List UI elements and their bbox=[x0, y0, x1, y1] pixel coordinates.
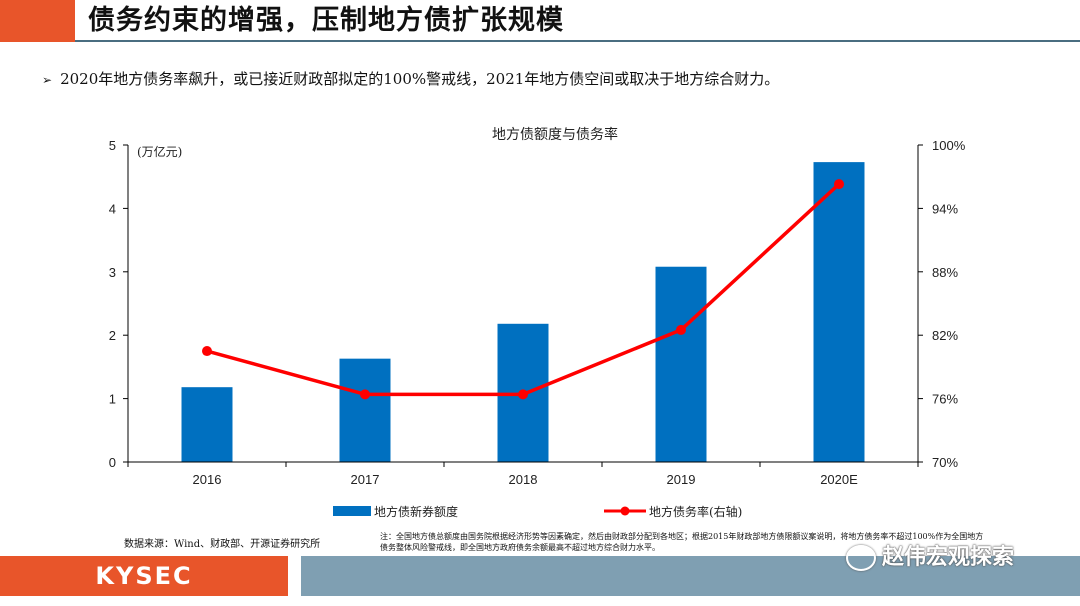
kysec-logo: KYSEC bbox=[95, 562, 193, 590]
footnote: 注：全国地方债总额度由国务院根据经济形势等因素确定，然后由财政部分配到各地区；根… bbox=[380, 532, 984, 552]
right-tick-label: 82% bbox=[932, 328, 958, 343]
bar-2016 bbox=[181, 387, 233, 462]
bar-2017 bbox=[339, 358, 391, 462]
wechat-icon bbox=[846, 545, 876, 571]
left-axis-unit: (万亿元) bbox=[137, 144, 182, 159]
footer-brand-bar bbox=[0, 556, 288, 596]
right-tick-label: 100% bbox=[932, 138, 966, 153]
watermark: 赵伟宏观探索 bbox=[846, 538, 1014, 578]
legend-line-label: 地方债务率(右轴) bbox=[649, 504, 742, 519]
debt-ratio-point-2017 bbox=[360, 389, 370, 400]
title-accent-block bbox=[0, 0, 75, 42]
legend-bar-swatch bbox=[333, 506, 371, 516]
page-title: 债务约束的增强，压制地方债扩张规模 bbox=[88, 5, 564, 36]
left-tick-label: 5 bbox=[109, 138, 116, 153]
x-tick-label: 2018 bbox=[509, 472, 538, 487]
bullet-arrow-icon: ➢ bbox=[42, 73, 53, 87]
bar-2020E bbox=[813, 162, 865, 463]
watermark-text: 赵伟宏观探索 bbox=[882, 545, 1015, 570]
data-source: 数据来源：Wind、财政部、开源证券研究所 bbox=[124, 539, 321, 550]
title-divider bbox=[75, 40, 1080, 42]
debt-ratio-point-2018 bbox=[518, 389, 528, 400]
x-tick-label: 2020E bbox=[820, 472, 858, 487]
footer-bar bbox=[301, 556, 1080, 596]
x-tick-label: 2016 bbox=[193, 472, 222, 487]
right-tick-label: 76% bbox=[932, 392, 958, 407]
left-tick-label: 4 bbox=[109, 201, 116, 216]
right-tick-label: 88% bbox=[932, 265, 958, 280]
left-tick-label: 0 bbox=[109, 455, 116, 470]
summary-bullet: ➢ 2020年地方债务率飙升，或已接近财政部拟定的100%警戒线，2021年地方债… bbox=[42, 68, 779, 89]
x-tick-label: 2019 bbox=[667, 472, 696, 487]
x-tick-label: 2017 bbox=[351, 472, 380, 487]
debt-ratio-point-2020E bbox=[834, 179, 844, 190]
legend-bar-label: 地方债新券额度 bbox=[374, 504, 458, 519]
left-tick-label: 2 bbox=[109, 328, 116, 343]
legend-line-marker bbox=[620, 506, 630, 516]
debt-ratio-point-2016 bbox=[202, 346, 212, 357]
chart-title: 地方债额度与债务率 bbox=[492, 126, 618, 143]
debt-ratio-point-2019 bbox=[676, 324, 686, 335]
summary-text: 2020年地方债务率飙升，或已接近财政部拟定的100%警戒线，2021年地方债空… bbox=[60, 70, 780, 88]
left-tick-label: 1 bbox=[109, 392, 116, 407]
right-tick-label: 70% bbox=[932, 455, 958, 470]
left-tick-label: 3 bbox=[109, 265, 116, 280]
bar-2019 bbox=[655, 266, 707, 462]
right-tick-label: 94% bbox=[932, 201, 958, 216]
